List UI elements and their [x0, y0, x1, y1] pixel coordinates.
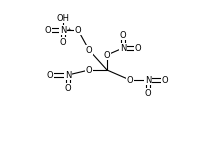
Text: +: +: [66, 26, 71, 32]
Text: O: O: [104, 51, 110, 59]
Text: O: O: [47, 71, 53, 79]
Text: O: O: [145, 89, 151, 97]
Text: OH: OH: [57, 14, 70, 22]
Text: O: O: [75, 26, 81, 34]
Text: O: O: [86, 65, 92, 75]
Text: N: N: [60, 26, 66, 34]
Text: O: O: [45, 26, 51, 34]
Text: N: N: [120, 43, 126, 53]
Text: O: O: [135, 43, 141, 53]
Text: N: N: [145, 75, 151, 85]
Text: O: O: [120, 30, 126, 39]
Text: N: N: [65, 71, 71, 79]
Text: N: N: [60, 26, 66, 34]
Text: O: O: [162, 75, 168, 85]
Text: O: O: [127, 75, 133, 85]
Text: O: O: [60, 38, 66, 47]
Text: O: O: [86, 45, 92, 55]
Text: O: O: [65, 83, 71, 93]
